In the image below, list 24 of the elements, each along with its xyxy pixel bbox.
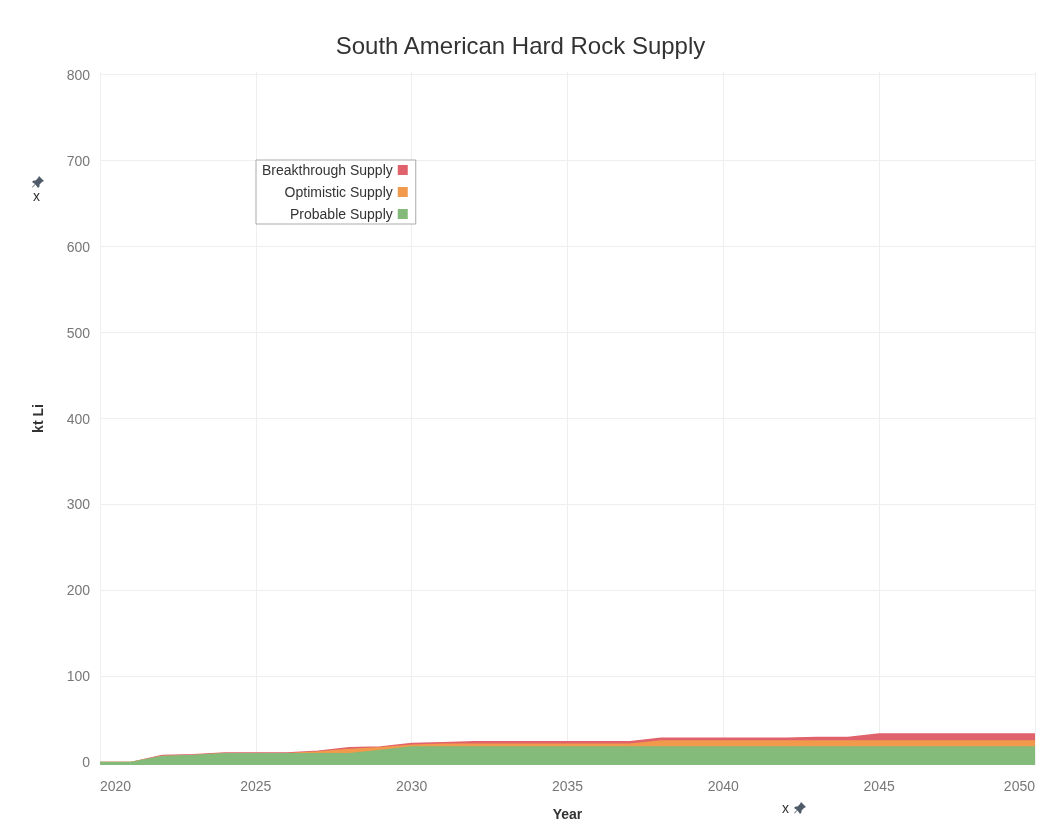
x-tick-label: 2045 [863,778,895,794]
legend-label: Optimistic Supply [284,184,393,200]
text: x [782,800,789,816]
x-tick-label: 2050 [1003,778,1036,794]
legend-label: Breakthrough Supply [261,162,393,178]
x-tick-label: 2025 [240,778,272,794]
x-tick-label: 2020 [100,778,132,794]
legend-label: Probable Supply [290,206,393,222]
y-tick-label: 100 [66,668,91,685]
y-tick-label: 700 [66,152,91,169]
y-axis-title: kt Li [30,404,46,433]
x-axis-title: Year [552,806,583,822]
x-tick-label: 2035 [551,778,584,794]
y-tick-label: 0 [82,754,91,771]
y-tick-label: 400 [66,410,91,427]
y-tick-label: 500 [66,324,91,341]
y-tick-label: 300 [66,496,91,513]
y-tick-label: 800 [66,66,91,83]
chart-title: South American Hard Rock Supply [335,31,706,59]
y-tick-label: 200 [66,582,91,599]
text: x [33,188,40,204]
x-tick-label: 2040 [707,778,740,794]
y-tick-label: 600 [66,238,91,255]
x-tick-label: 2030 [396,778,428,794]
